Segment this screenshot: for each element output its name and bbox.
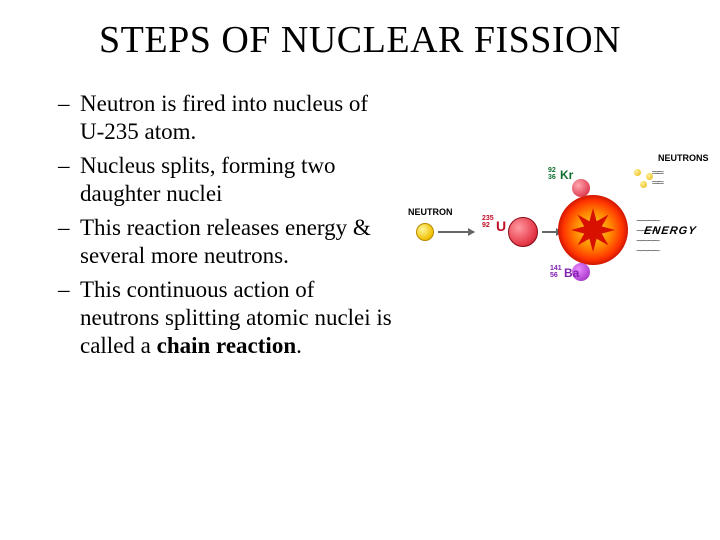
uranium-nucleus [508, 217, 538, 247]
barium-symbol: Ba [564, 267, 579, 279]
neutron-label: NEUTRON [408, 207, 453, 217]
krypton-symbol: Kr [560, 169, 573, 181]
explosion-icon [558, 195, 628, 265]
dash-icon: – [58, 276, 80, 360]
neutron-particle [416, 223, 434, 241]
bullet-text: Nucleus splits, forming two daughter nuc… [80, 152, 398, 208]
dash-icon: – [58, 214, 80, 270]
bullet-text: Neutron is fired into nucleus of U-235 a… [80, 90, 398, 146]
bullet-text: This reaction releases energy & several … [80, 214, 398, 270]
content-area: – Neutron is fired into nucleus of U-235… [0, 90, 720, 425]
krypton-isotope-label: 92 36 [548, 167, 556, 181]
energy-wave-icon: ~~~~ [636, 245, 658, 256]
list-item: – This reaction releases energy & severa… [58, 214, 398, 270]
page-title: STEPS OF NUCLEAR FISSION [0, 0, 720, 62]
fission-diagram: NEUTRON 235 92 U 92 36 [408, 145, 708, 425]
motion-lines-icon: ≈≈ [652, 167, 662, 178]
dash-icon: – [58, 90, 80, 146]
emitted-neutron [640, 181, 647, 188]
list-item: – This continuous action of neutrons spl… [58, 276, 398, 360]
list-item: – Nucleus splits, forming two daughter n… [58, 152, 398, 208]
list-item: – Neutron is fired into nucleus of U-235… [58, 90, 398, 146]
motion-lines-icon: ≈≈ [652, 177, 662, 188]
uranium-symbol: U [496, 219, 506, 233]
energy-label: ENERGY [643, 225, 697, 237]
dash-icon: – [58, 152, 80, 208]
bullet-text: This continuous action of neutrons split… [80, 276, 398, 360]
bullet-list: – Neutron is fired into nucleus of U-235… [58, 90, 398, 425]
uranium-isotope-label: 235 92 [482, 215, 494, 229]
barium-isotope-label: 141 56 [550, 265, 562, 279]
neutrons-label: NEUTRONS [658, 153, 709, 163]
arrow-icon [438, 231, 474, 233]
emitted-neutron [634, 169, 641, 176]
krypton-nucleus [572, 179, 590, 197]
bold-term: chain reaction [157, 333, 296, 358]
